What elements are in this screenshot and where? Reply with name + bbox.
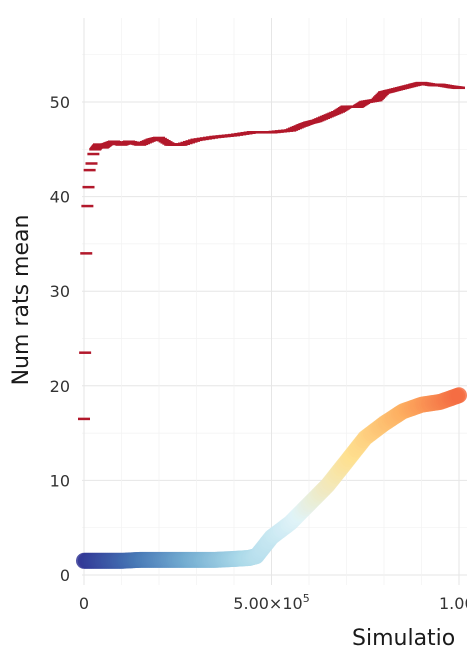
x-tick-label: 0 <box>79 594 89 613</box>
plot-area <box>76 81 467 569</box>
y-axis-title: Num rats mean <box>9 215 34 386</box>
axis-ticks: 0 10 20 30 40 50 0 5.00×105 1.00× <box>50 93 467 613</box>
y-tick-label: 10 <box>50 471 70 490</box>
y-tick-label: 20 <box>50 377 70 396</box>
x-axis-title: Simulatio <box>352 626 455 651</box>
x-tick-label: 5.00×105 <box>233 592 309 613</box>
x-tick-label: 1.00× <box>439 594 467 613</box>
grid-lines <box>82 18 467 585</box>
y-tick-label: 0 <box>60 566 70 585</box>
y-tick-label: 40 <box>50 188 70 207</box>
data-point-gradient <box>451 387 467 404</box>
y-tick-label: 30 <box>50 282 70 301</box>
y-tick-label: 50 <box>50 93 70 112</box>
